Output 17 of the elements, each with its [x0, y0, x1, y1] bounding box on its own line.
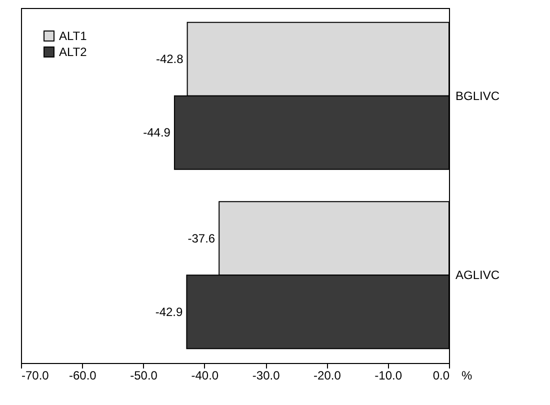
x-tick-label: -20.0 [314, 368, 342, 382]
x-tick-label: -40.0 [191, 368, 219, 382]
x-tick-label: -10.0 [374, 368, 402, 382]
legend-label: ALT2 [59, 45, 88, 59]
data-label: -42.8 [156, 52, 184, 66]
x-tick-label: -30.0 [252, 368, 280, 382]
legend-label: ALT1 [59, 29, 88, 43]
x-tick-label: 0.0 [432, 368, 450, 382]
x-tick-label: -60.0 [68, 368, 97, 382]
data-label: -37.6 [188, 231, 216, 246]
data-label: -44.9 [143, 126, 171, 140]
x-tick-label: -50.0 [130, 368, 158, 382]
x-axis-title: % [462, 368, 472, 382]
y-tick-label: AGLIVC [456, 268, 500, 282]
y-tick-label: BGLIVC [456, 88, 500, 103]
data-label: -42.9 [155, 304, 184, 319]
x-tick-label: -70.0 [22, 368, 50, 382]
